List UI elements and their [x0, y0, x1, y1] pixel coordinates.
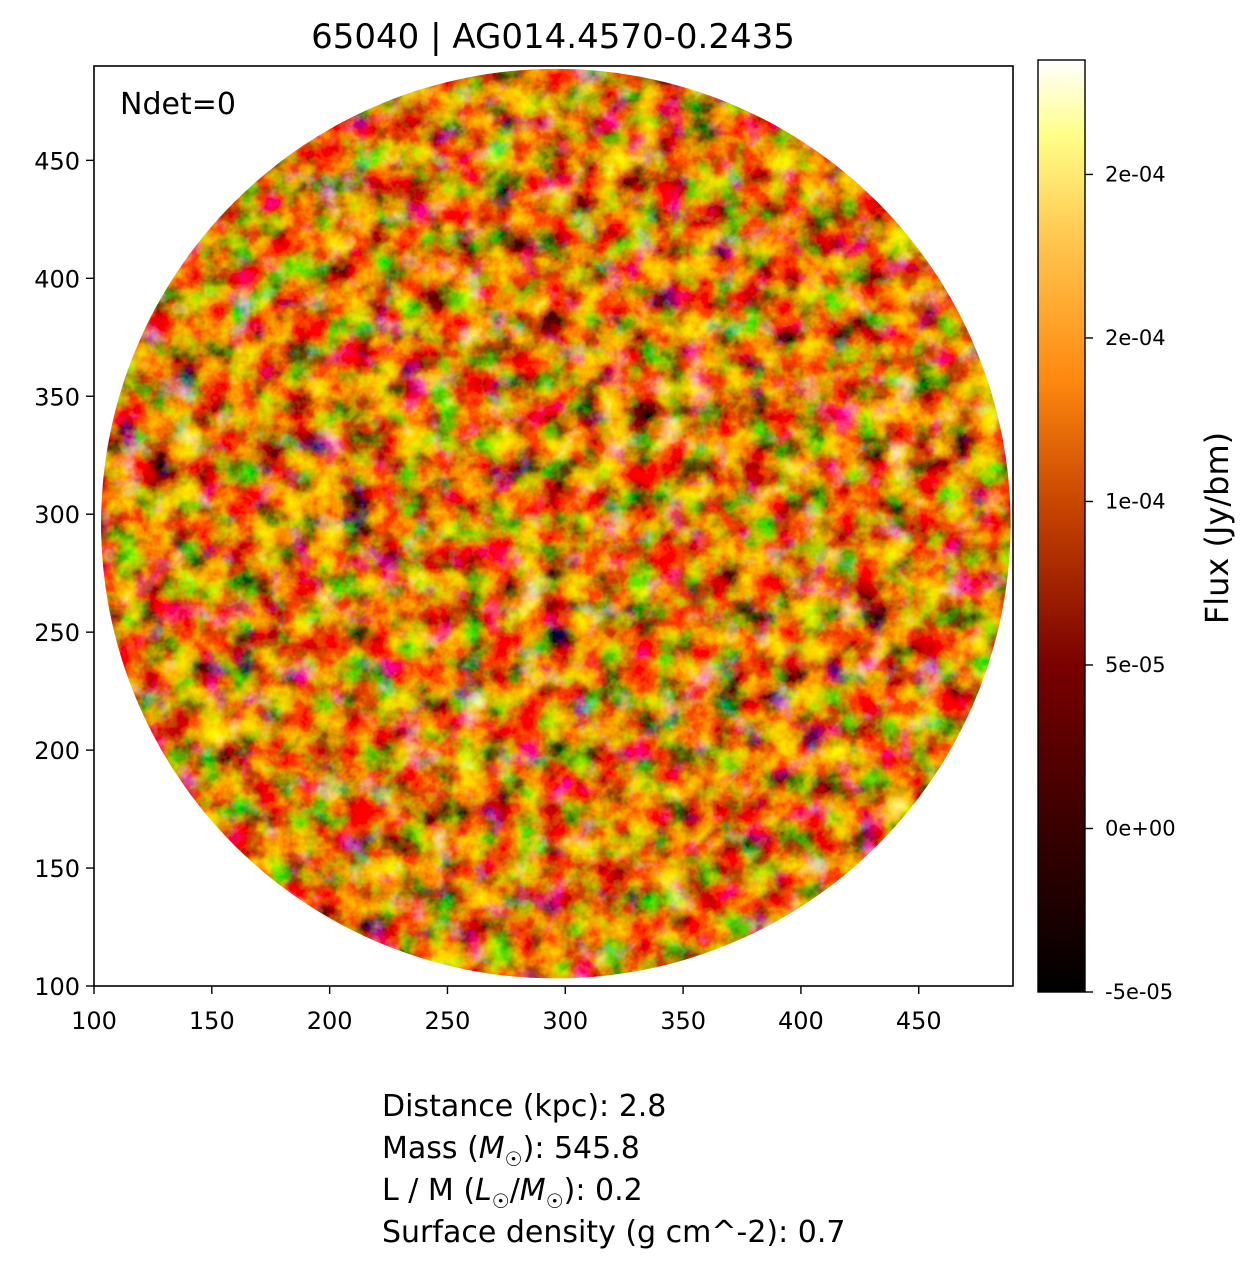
- x-tick-label: 400: [778, 1007, 824, 1035]
- x-tick-label: 450: [896, 1007, 942, 1035]
- colorbar-tick-label: 5e-05: [1105, 653, 1166, 677]
- colorbar-gradient: [1037, 59, 1086, 993]
- y-tick-label: 350: [34, 383, 80, 411]
- surface-density-line: Surface density (g cm^-2): 0.7: [382, 1215, 846, 1250]
- x-tick-label: 300: [542, 1007, 588, 1035]
- y-axis: 100 150 200 250 300 350 400 450: [34, 147, 94, 1001]
- axes-frame: [93, 65, 1014, 987]
- colorbar-tick-label: 1e-04: [1105, 489, 1166, 513]
- chart-title: 65040 | AG014.4570-0.2435: [311, 17, 795, 57]
- y-tick-label: 400: [34, 265, 80, 293]
- ndet-annotation: Ndet=0: [120, 87, 236, 122]
- source-info: Distance (kpc): 2.8 Mass (M☉): 545.8 L /…: [382, 1086, 845, 1254]
- x-tick-label: 200: [307, 1007, 353, 1035]
- distance-line: Distance (kpc): 2.8: [382, 1089, 667, 1124]
- x-tick-label: 150: [189, 1007, 235, 1035]
- y-tick-label: 250: [34, 619, 80, 647]
- y-tick-label: 150: [34, 855, 80, 883]
- colorbar-tick-label: 0e+00: [1105, 816, 1176, 840]
- colorbar-label: Flux (Jy/bm): [1198, 432, 1236, 624]
- colorbar-tick-label: 2e-04: [1105, 326, 1166, 350]
- colorbar-tick-label: 2e-04: [1105, 162, 1166, 186]
- x-tick-label: 100: [71, 1007, 117, 1035]
- plot-area: [93, 65, 1014, 987]
- y-tick-label: 100: [34, 973, 80, 1001]
- x-tick-label: 250: [425, 1007, 471, 1035]
- colorbar: -5e-05 0e+00 5e-05 1e-04 2e-04 2e-04 Flux (Jy…: [1037, 59, 1236, 1004]
- colorbar-tick-label: -5e-05: [1105, 980, 1173, 1004]
- lm-line: L / M (L☉/M☉): 0.2: [382, 1173, 643, 1213]
- x-tick-label: 350: [660, 1007, 706, 1035]
- x-axis: 100 150 200 250 300 350 400 450: [71, 986, 942, 1035]
- mass-line: Mass (M☉): 545.8: [382, 1131, 640, 1171]
- y-tick-label: 450: [34, 147, 80, 175]
- y-tick-label: 200: [34, 737, 80, 765]
- flux-map: [101, 68, 1011, 979]
- y-tick-label: 300: [34, 501, 80, 529]
